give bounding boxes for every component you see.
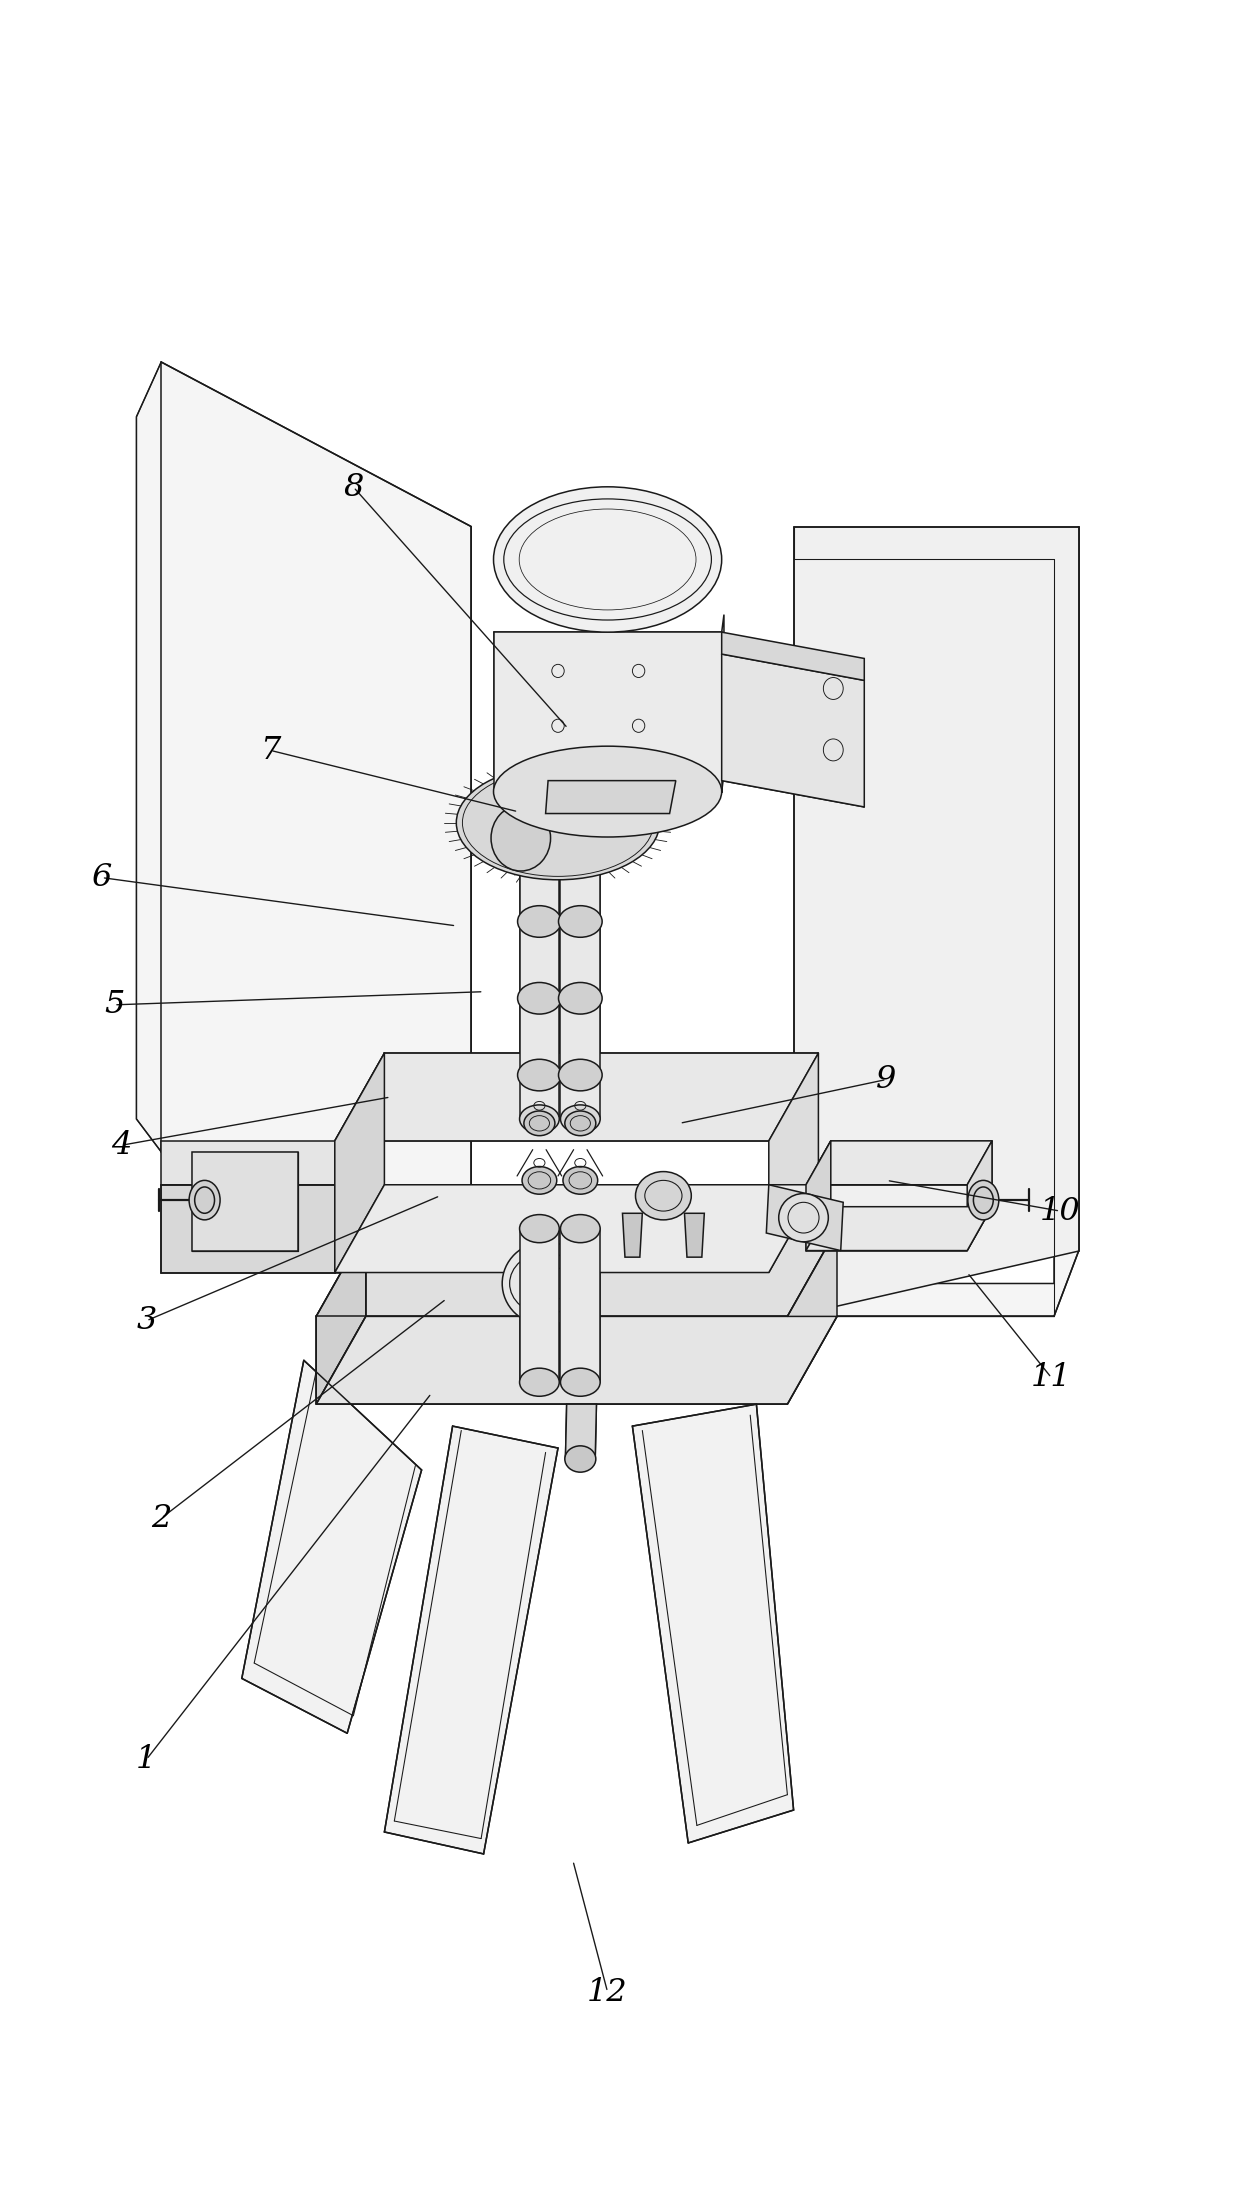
Ellipse shape [565,1446,596,1472]
Polygon shape [967,1141,992,1251]
Polygon shape [335,1053,384,1273]
Ellipse shape [565,1110,596,1136]
Ellipse shape [558,906,603,937]
Ellipse shape [520,1215,559,1242]
Polygon shape [560,845,600,1119]
Text: 1: 1 [136,1744,156,1775]
Polygon shape [565,1404,596,1459]
Ellipse shape [502,1242,589,1325]
Polygon shape [722,614,724,792]
Text: 9: 9 [877,1064,897,1095]
Ellipse shape [520,832,559,858]
Polygon shape [794,527,1079,1316]
Ellipse shape [517,906,562,937]
Polygon shape [722,632,864,680]
Ellipse shape [560,1215,600,1242]
Ellipse shape [494,487,722,632]
Ellipse shape [190,1180,221,1220]
Ellipse shape [560,1369,600,1395]
Text: 4: 4 [112,1130,131,1161]
Text: 12: 12 [588,1977,627,2008]
Polygon shape [384,1426,558,1854]
Polygon shape [806,1141,992,1185]
Polygon shape [546,781,676,814]
Polygon shape [766,1185,843,1251]
Polygon shape [722,654,864,807]
Polygon shape [494,632,722,792]
Ellipse shape [491,805,551,871]
Text: 2: 2 [151,1503,171,1534]
Ellipse shape [560,1106,600,1132]
Ellipse shape [558,983,603,1014]
Ellipse shape [636,1172,692,1220]
Ellipse shape [560,832,600,858]
Ellipse shape [523,1110,556,1136]
Polygon shape [684,1213,704,1257]
Ellipse shape [520,1369,559,1395]
Ellipse shape [494,746,722,836]
Polygon shape [161,1185,335,1273]
Text: 3: 3 [136,1305,156,1336]
Polygon shape [806,1207,992,1251]
Polygon shape [335,1185,818,1273]
Polygon shape [316,1229,366,1404]
Ellipse shape [517,983,562,1014]
Polygon shape [316,1316,837,1404]
Ellipse shape [522,1167,557,1194]
Polygon shape [161,1141,335,1185]
Polygon shape [560,1229,600,1382]
Polygon shape [316,1229,837,1316]
Polygon shape [622,1213,642,1257]
Text: 10: 10 [1040,1196,1080,1226]
Polygon shape [242,1360,422,1733]
Ellipse shape [520,1106,559,1132]
Polygon shape [787,1229,837,1404]
Ellipse shape [517,1060,562,1090]
Polygon shape [632,1404,794,1843]
Ellipse shape [779,1194,828,1242]
Text: 6: 6 [92,862,112,893]
Polygon shape [520,845,559,1119]
Polygon shape [520,1229,559,1382]
Text: 11: 11 [1032,1362,1071,1393]
Polygon shape [794,527,1079,1316]
Text: 8: 8 [343,472,363,502]
Ellipse shape [558,1060,603,1090]
Polygon shape [192,1152,298,1251]
Text: 7: 7 [260,735,280,766]
Ellipse shape [968,1180,999,1220]
Polygon shape [769,1053,818,1273]
Text: 5: 5 [104,989,124,1020]
Polygon shape [335,1053,818,1141]
Polygon shape [136,362,471,1316]
Polygon shape [806,1141,831,1251]
Ellipse shape [563,1167,598,1194]
Ellipse shape [456,766,660,880]
